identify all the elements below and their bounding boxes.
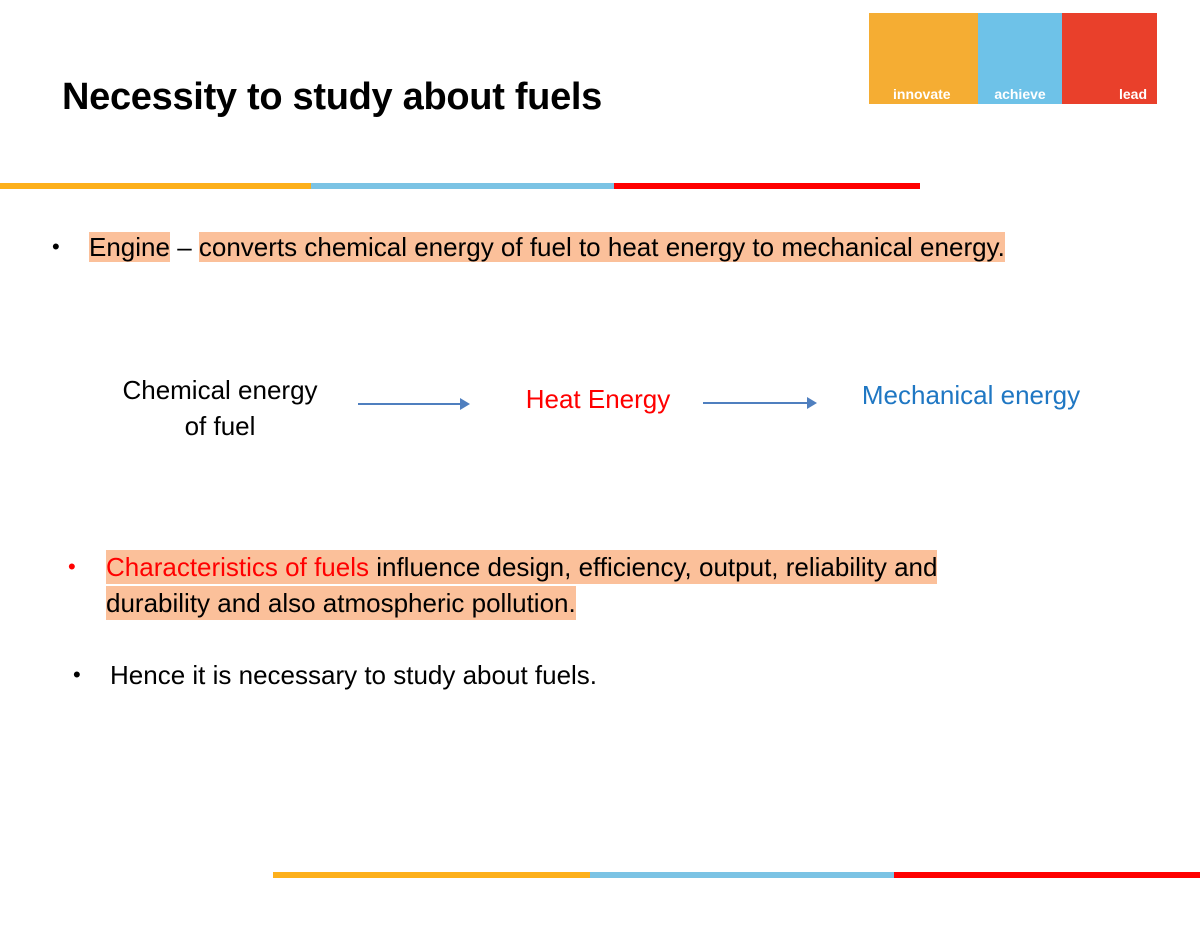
stripe-orange — [0, 183, 311, 189]
logo-label-lead: lead — [1119, 86, 1148, 102]
bullet-text: Engine – converts chemical energy of fue… — [89, 230, 1005, 264]
stripe-red — [894, 872, 1200, 878]
flow-node-chemical-energy: Chemical energy of fuel — [100, 372, 340, 444]
highlight-converts: converts chemical energy of fuel to heat… — [198, 232, 1005, 262]
stripe-blue — [590, 872, 894, 878]
stripe-blue — [311, 183, 614, 189]
bullet-text: Hence it is necessary to study about fue… — [110, 660, 598, 690]
logo-segment-lead: lead — [1062, 13, 1157, 104]
bullet-line-1-rest: influence design, efficiency, output, re… — [368, 552, 938, 582]
flow-node-line1: Chemical energy — [122, 375, 318, 405]
highlight-characteristics: Characteristics of fuels — [106, 552, 369, 582]
stripe-red — [614, 183, 920, 189]
divider-stripe-top — [0, 183, 920, 189]
arrow-right-icon — [358, 398, 470, 410]
brand-logo: innovate achieve lead — [869, 13, 1157, 104]
stripe-orange — [273, 872, 590, 878]
flow-node-heat-energy: Heat Energy — [525, 384, 671, 414]
bullet-marker: • — [68, 554, 76, 579]
logo-label-achieve: achieve — [994, 86, 1046, 102]
logo-segment-innovate: innovate — [869, 13, 978, 104]
bullet-line-2: durability and also atmospheric pollutio… — [106, 586, 576, 620]
logo-segment-achieve: achieve — [977, 13, 1063, 104]
highlight-engine: Engine — [89, 232, 170, 262]
flow-node-mechanical-energy: Mechanical energy — [861, 380, 1081, 410]
bullet-marker: • — [73, 662, 81, 687]
arrow-right-icon — [703, 397, 817, 409]
dash-separator: – — [169, 232, 199, 262]
bullet-line-1: Characteristics of fuels influence desig… — [106, 550, 938, 584]
logo-label-innovate: innovate — [893, 86, 951, 102]
slide-title: Necessity to study about fuels — [62, 76, 603, 118]
flow-node-line2: of fuel — [184, 411, 256, 441]
divider-stripe-bottom — [273, 872, 1200, 878]
bullet-marker: • — [52, 234, 60, 259]
